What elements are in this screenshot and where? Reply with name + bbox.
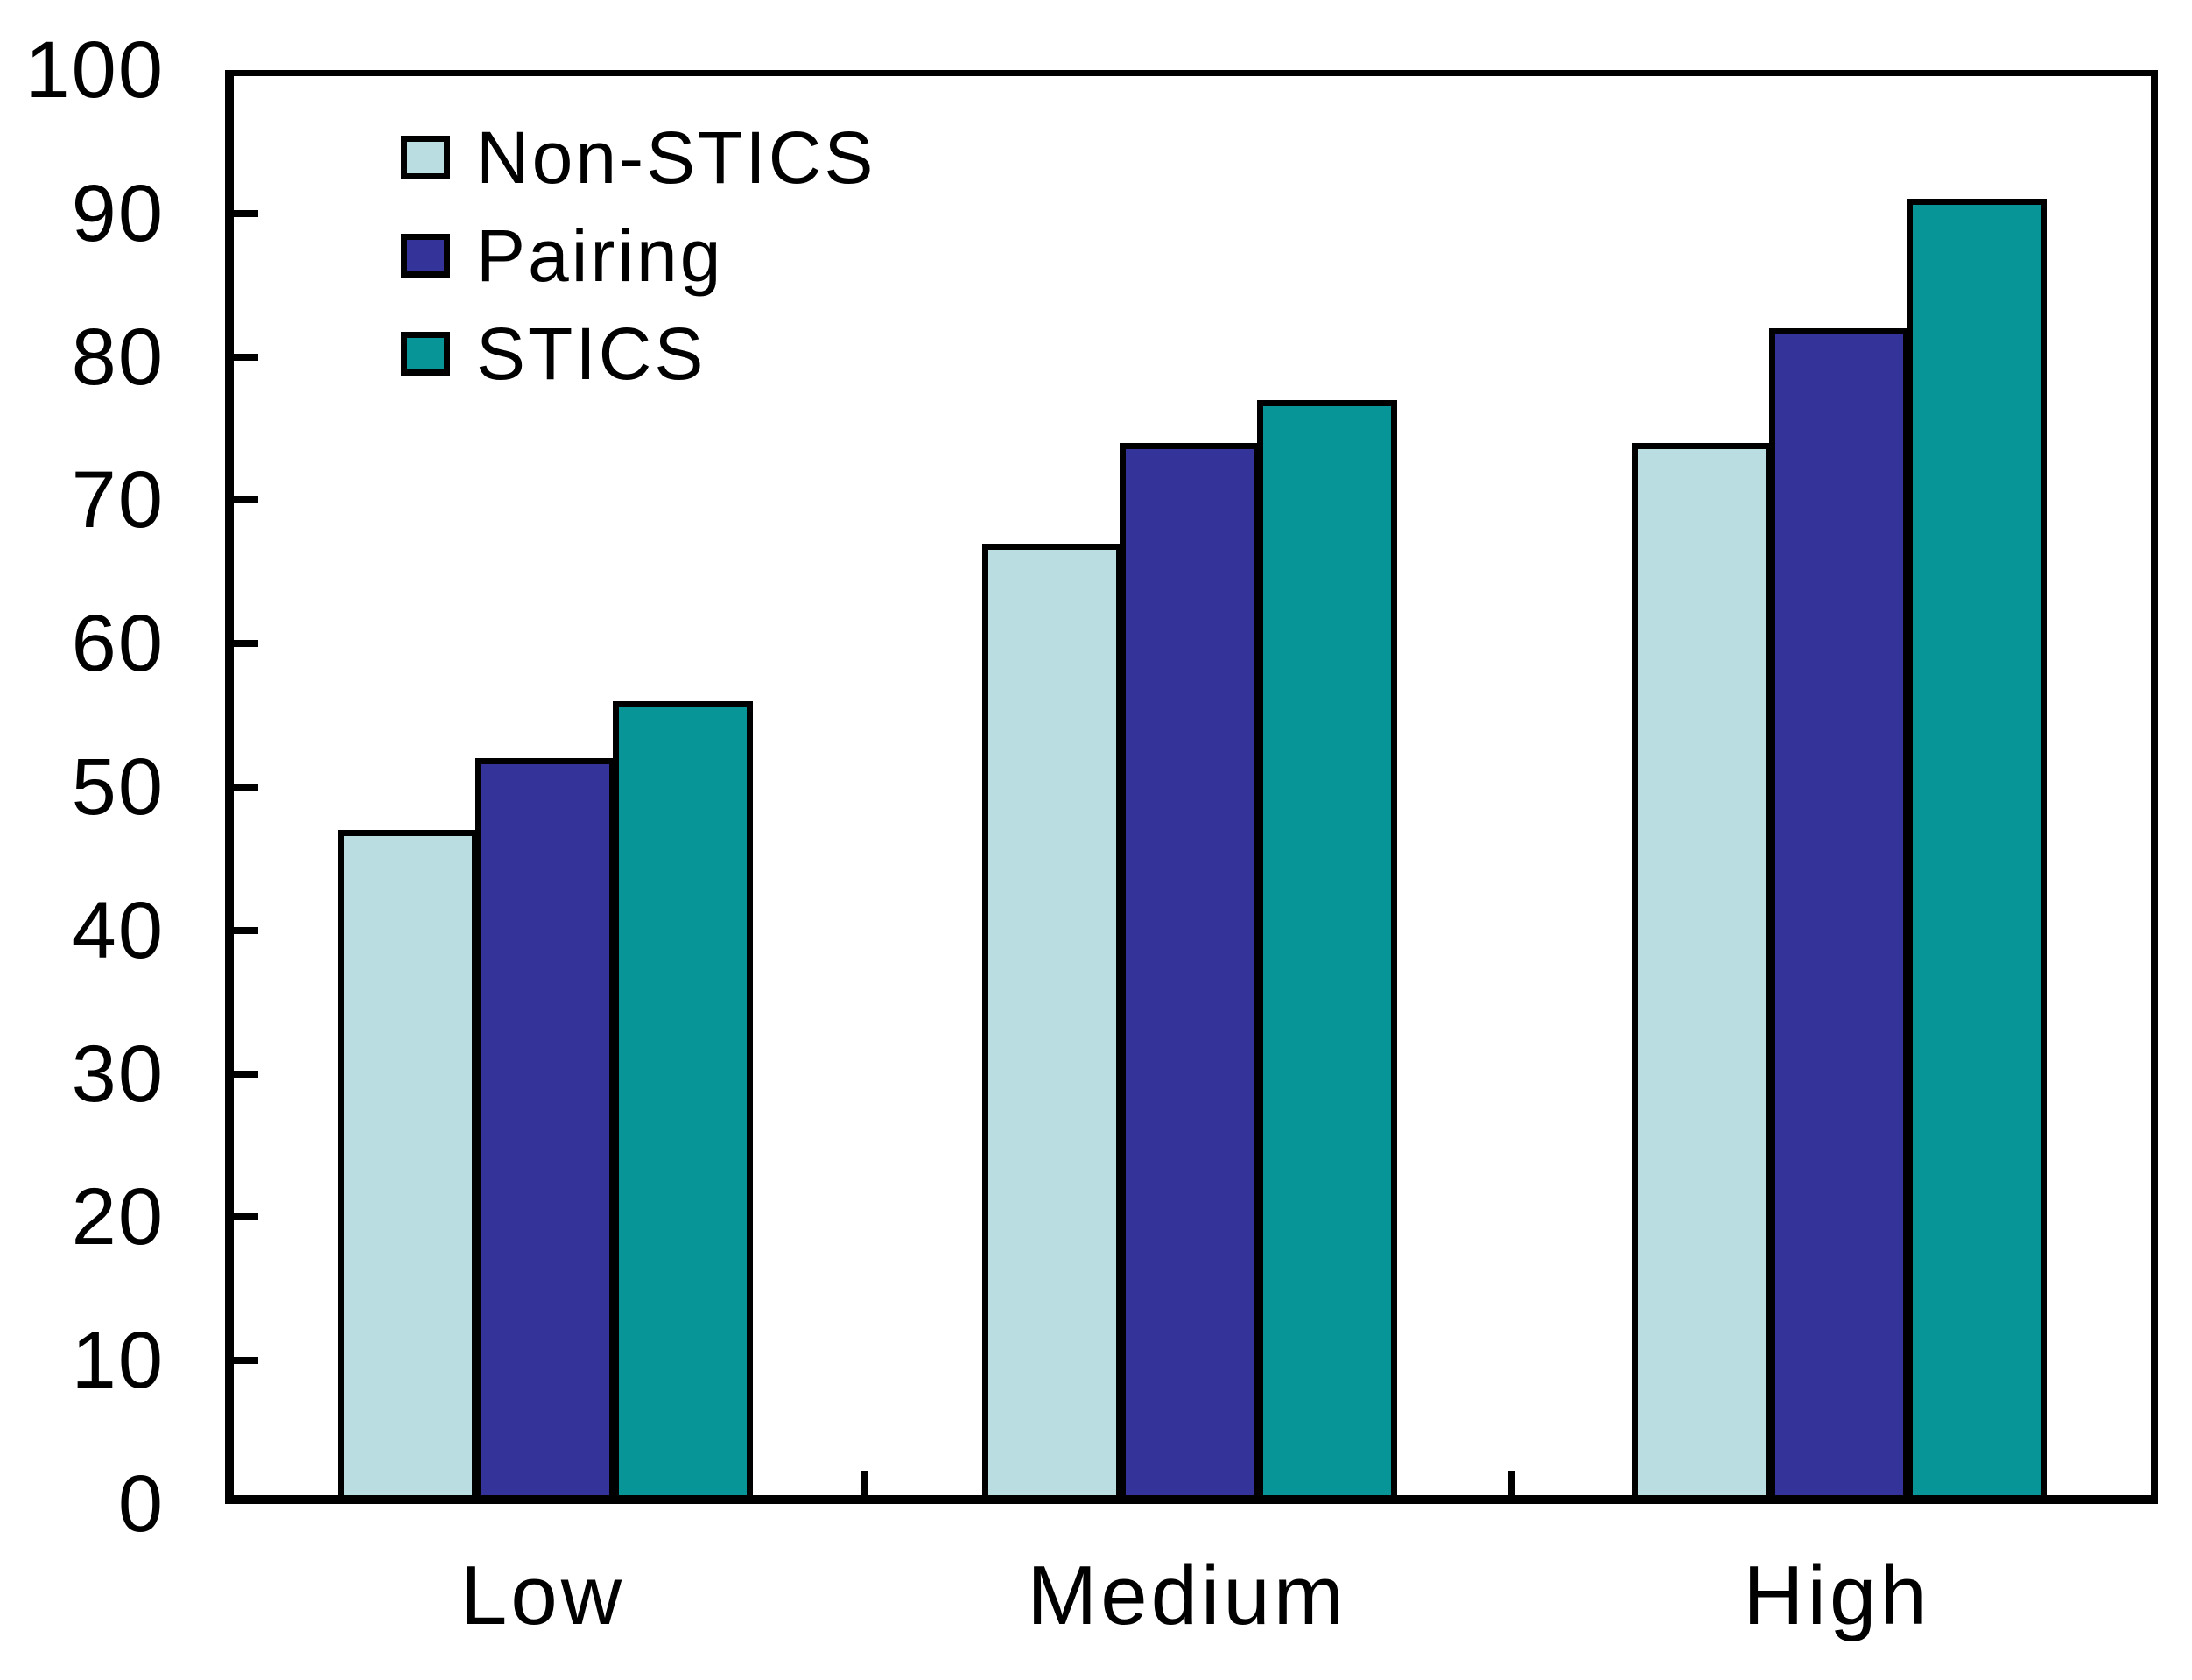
x-axis-category-label: Medium (1027, 1549, 1347, 1642)
bar-stics-medium (1257, 399, 1397, 1504)
y-axis-line (225, 70, 234, 1504)
bar-stics-high (1907, 199, 2047, 1504)
y-axis-tick-label: 100 (25, 25, 165, 115)
legend-swatch-stics (401, 332, 450, 376)
plot-border-top (225, 70, 2158, 76)
y-axis-tick (234, 640, 258, 648)
y-axis-tick-label: 80 (71, 312, 165, 402)
y-axis-tick-label: 0 (117, 1459, 165, 1549)
y-axis-tick (234, 926, 258, 934)
legend-item: STICS (401, 313, 875, 395)
legend-item: Non-STICS (401, 116, 875, 199)
x-axis-tick (1508, 1471, 1515, 1495)
legend-item: Pairing (401, 214, 875, 297)
y-axis-tick-label: 90 (71, 168, 165, 258)
legend-label: Non-STICS (476, 116, 876, 199)
x-axis-category-label: Low (460, 1549, 626, 1642)
y-axis-tick-label: 60 (71, 599, 165, 689)
x-axis-line (225, 1495, 2158, 1504)
legend-label: STICS (476, 312, 706, 395)
bar-pairing-high (1769, 327, 1909, 1504)
x-axis-tick (861, 1471, 868, 1495)
bar-stics-low (613, 700, 753, 1504)
y-axis-tick (234, 1357, 258, 1365)
bar-non-stics-high (1632, 442, 1772, 1504)
legend-label: Pairing (476, 214, 724, 297)
y-axis-tick-label: 30 (71, 1029, 165, 1119)
y-axis-tick (234, 1070, 258, 1078)
y-axis-tick (234, 353, 258, 361)
plot-area (225, 70, 2158, 1504)
y-axis-tick (234, 209, 258, 217)
x-axis-category-label: High (1743, 1549, 1930, 1642)
legend: Non-STICS Pairing STICS (401, 116, 875, 427)
plot-border-right (2151, 70, 2158, 1504)
bar-non-stics-low (338, 830, 478, 1504)
legend-swatch-pairing (401, 234, 450, 278)
y-axis-tick-label: 20 (71, 1172, 165, 1262)
y-axis-tick-label: 40 (71, 885, 165, 975)
y-axis-tick-label: 10 (71, 1316, 165, 1406)
legend-swatch-non-stics (401, 136, 450, 179)
y-axis-tick-label: 50 (71, 742, 165, 832)
y-axis-tick (234, 784, 258, 791)
bar-pairing-medium (1120, 442, 1260, 1504)
bar-non-stics-medium (982, 543, 1122, 1504)
y-axis-tick (234, 496, 258, 504)
y-axis-tick (234, 1213, 258, 1221)
bar-pairing-low (475, 758, 615, 1504)
y-axis-tick-label: 70 (71, 455, 165, 545)
